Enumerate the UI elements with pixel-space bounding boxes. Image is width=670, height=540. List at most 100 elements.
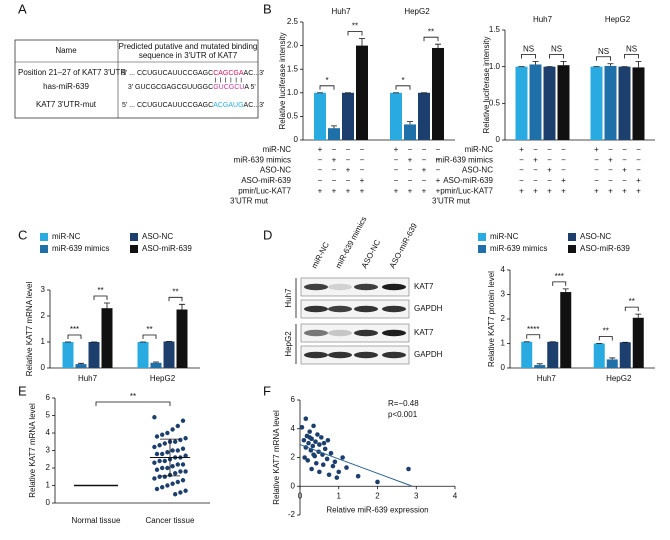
dot	[162, 441, 167, 446]
y-tick-label: 4	[46, 428, 51, 437]
y-tick-label: 3	[501, 290, 506, 299]
dot	[173, 471, 178, 476]
condition-sign: +	[622, 166, 627, 175]
condition-sign: −	[422, 145, 427, 154]
condition-sign: +	[422, 186, 427, 195]
condition-sign: −	[636, 155, 641, 164]
condition-sign: +	[533, 155, 538, 164]
significance-label: **	[172, 287, 178, 296]
significance-bracket	[598, 336, 613, 341]
condition-label: ASO-NC	[260, 166, 291, 175]
legend-label: ASO-miR-639	[580, 244, 630, 253]
condition-sign: +	[408, 186, 413, 195]
condition-sign: −	[519, 176, 524, 185]
condition-sign: −	[622, 145, 627, 154]
significance-bracket	[319, 85, 335, 90]
significance-bracket	[596, 56, 611, 61]
bar	[593, 343, 605, 368]
condition-sign: +	[608, 186, 613, 195]
condition-sign: −	[318, 166, 323, 175]
condition-sign: +	[422, 166, 427, 175]
table-header: Name	[55, 46, 77, 55]
condition-sign: +	[346, 166, 351, 175]
condition-sign: +	[533, 186, 538, 195]
legend-swatch	[40, 233, 48, 241]
y-tick-label: 2	[41, 311, 46, 320]
point	[302, 455, 307, 460]
condition-sign: +	[408, 155, 413, 164]
point	[305, 458, 311, 463]
category-label: HepG2	[150, 374, 176, 383]
bar	[75, 364, 87, 368]
condition-sign: −	[422, 155, 427, 164]
dot	[152, 444, 157, 450]
dot	[152, 476, 157, 481]
stat-annotation: p<0.001	[388, 410, 418, 419]
legend-swatch	[568, 245, 576, 253]
dot	[170, 427, 175, 432]
condition-sign: −	[346, 155, 351, 164]
significance-bracket	[624, 306, 639, 312]
y-tick-label: 0.5	[287, 112, 299, 121]
condition-sign: +	[547, 166, 552, 175]
dot	[162, 458, 167, 464]
sequence-part: AC...3'	[244, 70, 265, 77]
error-bar	[179, 303, 185, 310]
condition-sign: −	[436, 155, 441, 164]
point	[307, 429, 312, 434]
error-bar	[435, 43, 441, 48]
condition-sign: −	[436, 166, 441, 175]
sequence-part: ACGAUG	[213, 102, 243, 109]
sequence-part: CAGCGA	[213, 70, 244, 77]
bar	[356, 45, 368, 140]
significance-label: NS	[626, 45, 637, 54]
point	[326, 472, 332, 478]
blot-band	[304, 305, 328, 313]
category-label: HepG2	[404, 7, 430, 16]
sequence-part: AC...3'	[244, 102, 265, 109]
bar	[404, 124, 416, 140]
condition-sign: +	[360, 176, 365, 185]
bar	[342, 92, 354, 140]
condition-note: 3'UTR mut	[230, 197, 269, 206]
panel-letter: C	[18, 227, 27, 242]
significance-label: **	[352, 22, 358, 31]
point	[321, 440, 327, 446]
bar	[314, 92, 326, 140]
bar	[632, 317, 644, 368]
condition-sign: −	[346, 176, 351, 185]
category-label: Huh7	[537, 374, 557, 383]
sequence: 3' GUCGCGAGCGUUGGCGUCGCUA 5'	[128, 84, 256, 91]
dot	[157, 443, 162, 448]
panel-letter: E	[18, 383, 27, 398]
lane-label: ASO-miR-639	[388, 221, 420, 270]
legend-label: ASO-miR-639	[142, 244, 192, 253]
blot-band	[354, 329, 378, 337]
blot-band	[382, 283, 406, 291]
row-name: KAT7 3'UTR-mut	[36, 100, 97, 109]
condition-sign: +	[394, 145, 399, 154]
blot-band	[354, 351, 378, 359]
condition-sign: +	[561, 186, 566, 195]
condition-sign: +	[332, 155, 337, 164]
error-bar	[331, 125, 337, 129]
blot-band	[328, 351, 352, 359]
point	[328, 450, 334, 456]
condition-sign: −	[519, 155, 524, 164]
dot	[160, 465, 165, 471]
x-tick-label: 4	[453, 491, 458, 500]
y-axis-label: Relative luciferase intensity	[482, 37, 491, 134]
y-tick-label: 2	[46, 463, 51, 472]
legend-label: miR-NC	[52, 232, 81, 241]
bar	[521, 341, 533, 368]
sequence-part: 5' ... CCUGUCAUUCCGAGC	[122, 102, 213, 109]
condition-sign: −	[533, 145, 538, 154]
dot	[165, 465, 170, 471]
condition-sign: −	[547, 176, 552, 185]
bar	[604, 65, 617, 140]
legend-label: ASO-NC	[580, 232, 611, 241]
dot	[175, 462, 180, 467]
error-bar	[78, 362, 84, 365]
point	[322, 446, 328, 452]
x-tick-label: 3	[414, 491, 419, 500]
